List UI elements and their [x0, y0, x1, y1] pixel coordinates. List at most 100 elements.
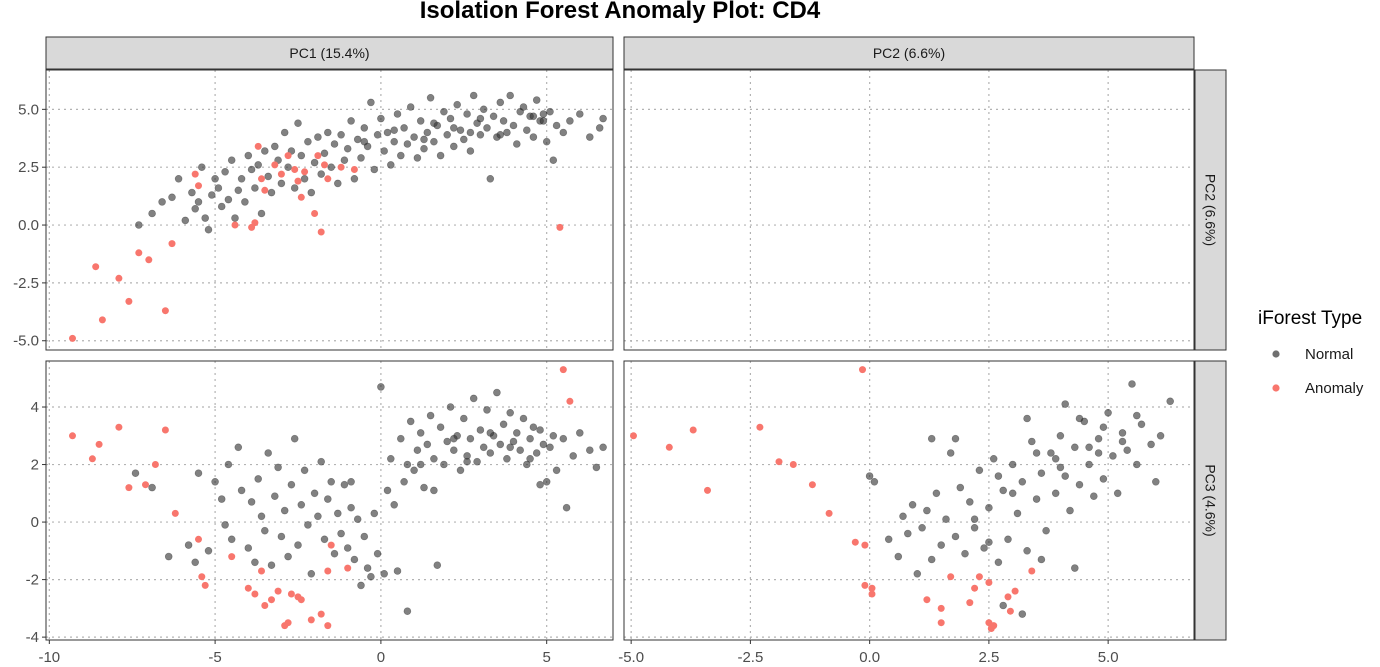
point-normal [592, 463, 601, 472]
point-normal [503, 454, 511, 463]
y-tick-label: 4 [31, 399, 39, 416]
point-normal [330, 549, 339, 558]
point-normal [1133, 460, 1141, 469]
point-normal [135, 221, 143, 229]
point-normal [1085, 460, 1093, 469]
point-normal [946, 449, 955, 457]
point-normal [310, 489, 319, 498]
point-anomaly [287, 590, 295, 598]
point-normal [1051, 489, 1060, 498]
point-normal [430, 137, 438, 146]
point-normal [426, 411, 435, 420]
point-anomaly [88, 455, 96, 463]
point-normal [380, 569, 389, 578]
point-anomaly [344, 564, 352, 572]
point-normal [430, 486, 438, 495]
point-normal [297, 151, 306, 160]
point-normal [184, 541, 193, 549]
point-normal [433, 561, 442, 570]
point-normal [323, 495, 332, 503]
point-anomaly [985, 579, 993, 586]
point-normal [1118, 437, 1127, 446]
point-normal [1113, 489, 1122, 498]
point-normal [1042, 526, 1050, 535]
point-normal [260, 526, 269, 535]
point-normal [198, 163, 206, 171]
point-normal [320, 149, 329, 158]
point-anomaly [135, 249, 143, 257]
point-normal [148, 209, 156, 218]
point-anomaly [294, 177, 302, 185]
point-normal [1137, 420, 1146, 429]
point-normal [317, 457, 326, 466]
point-normal [1066, 506, 1074, 515]
point-anomaly [228, 553, 236, 561]
point-normal [330, 140, 339, 148]
point-normal [214, 184, 223, 192]
point-normal [994, 472, 1003, 480]
point-normal [353, 135, 362, 144]
point-normal [406, 417, 415, 426]
point-normal [386, 454, 395, 463]
point-anomaly [251, 219, 259, 227]
point-normal [985, 538, 993, 547]
point-normal [937, 541, 946, 549]
point-normal [1023, 414, 1031, 423]
point-normal [264, 172, 273, 181]
point-normal [469, 91, 478, 100]
point-normal [456, 466, 465, 475]
point-normal [314, 512, 322, 521]
point-normal [1023, 546, 1031, 555]
point-normal [440, 460, 448, 469]
point-normal [333, 509, 342, 518]
point-normal [333, 179, 342, 188]
point-normal [380, 147, 389, 155]
point-normal [347, 477, 355, 486]
point-normal [327, 477, 336, 486]
point-normal [483, 406, 491, 414]
point-normal [522, 126, 531, 134]
point-normal [536, 426, 544, 434]
point-normal [1032, 449, 1041, 457]
point-anomaly [324, 622, 332, 630]
point-anomaly [284, 619, 292, 627]
point-anomaly [151, 461, 159, 468]
row-strip-label: PC2 (6.6%) [1203, 174, 1219, 246]
point-anomaly [201, 581, 209, 589]
point-normal [903, 529, 912, 538]
point-anomaly [1028, 567, 1036, 575]
point-anomaly [825, 509, 833, 517]
point-normal [446, 114, 455, 123]
point-normal [247, 498, 256, 506]
point-anomaly [851, 538, 859, 546]
point-anomaly [142, 481, 149, 489]
point-normal [290, 434, 299, 443]
point-normal [221, 521, 229, 529]
point-normal [1147, 440, 1155, 449]
point-normal [496, 440, 505, 449]
point-normal [360, 137, 369, 146]
point-normal [542, 477, 551, 486]
column-strip-label: PC2 (6.6%) [873, 45, 945, 61]
point-normal [284, 163, 292, 171]
point-normal [353, 515, 362, 524]
point-anomaly [231, 221, 239, 229]
point-normal [340, 480, 349, 489]
point-anomaly [975, 573, 983, 581]
point-normal [1133, 411, 1141, 420]
point-normal [390, 137, 399, 146]
point-normal [390, 500, 399, 509]
point-normal [393, 567, 402, 575]
point-normal [1013, 509, 1022, 518]
point-normal [204, 546, 213, 555]
column-strip-label: PC1 (15.4%) [289, 45, 369, 61]
point-anomaly [1004, 593, 1012, 601]
point-normal [416, 460, 425, 469]
y-tick-label: -4 [26, 629, 39, 646]
point-anomaly [1006, 607, 1014, 615]
point-normal [1094, 449, 1103, 457]
point-normal [469, 394, 478, 403]
point-normal [377, 114, 385, 123]
point-normal [466, 147, 475, 155]
